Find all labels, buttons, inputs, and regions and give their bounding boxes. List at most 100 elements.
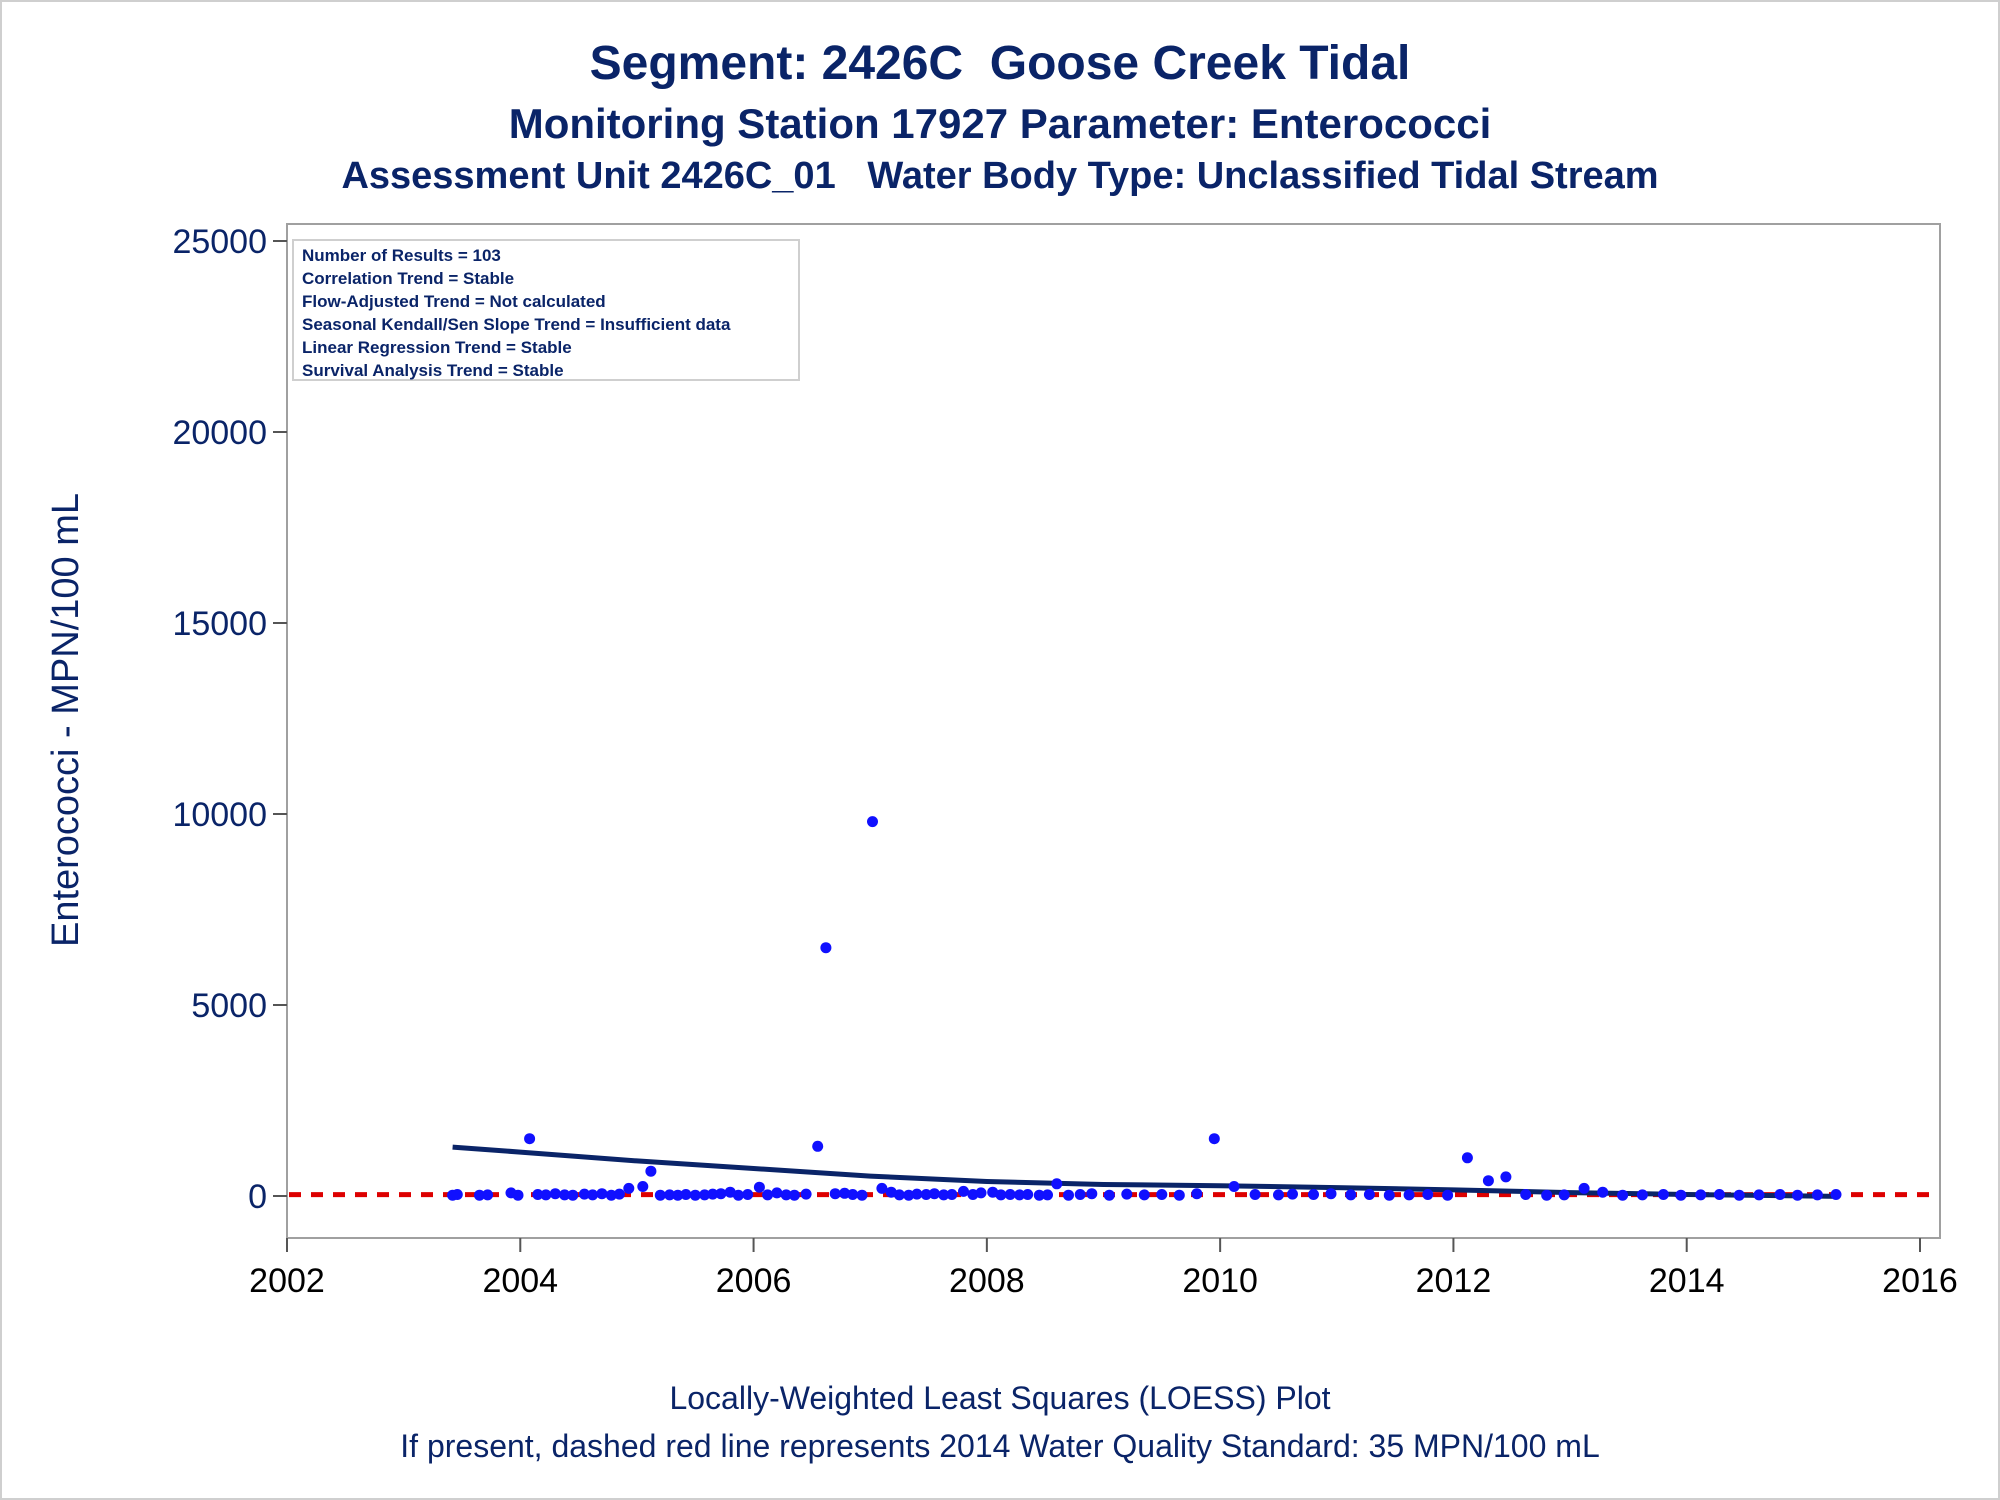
stats-line-correlation: Correlation Trend = Stable: [302, 269, 515, 288]
data-point: [1022, 1189, 1034, 1200]
data-point: [1461, 1152, 1473, 1164]
data-point: [623, 1182, 635, 1194]
x-tick-label: 2016: [1882, 1262, 1958, 1300]
footnote-standard: If present, dashed red line represents 2…: [400, 1428, 1600, 1464]
data-point: [540, 1189, 552, 1201]
data-point: [788, 1189, 800, 1201]
data-point: [1004, 1189, 1016, 1200]
trend-summary-box: Number of Results = 103 Correlation Tren…: [292, 239, 800, 381]
data-point: [1086, 1188, 1098, 1200]
data-point: [920, 1189, 932, 1200]
data-point: [1774, 1189, 1786, 1200]
data-point: [1325, 1188, 1337, 1200]
y-tick-label: 5000: [191, 987, 267, 1025]
data-point: [771, 1187, 783, 1199]
data-point: [928, 1188, 940, 1200]
data-point: [1103, 1189, 1115, 1201]
data-point: [1249, 1189, 1261, 1200]
data-point: [1403, 1189, 1415, 1201]
data-point: [680, 1189, 692, 1200]
data-point: [1051, 1178, 1063, 1190]
y-axis-label: Enterococci - MPN/100 mL: [45, 493, 87, 947]
data-point: [699, 1189, 711, 1201]
data-point: [605, 1189, 617, 1201]
data-point: [829, 1188, 841, 1200]
data-point: [567, 1189, 579, 1201]
data-point: [1287, 1188, 1298, 1200]
data-point: [1830, 1189, 1842, 1200]
data-point: [1713, 1189, 1725, 1200]
data-point: [893, 1189, 905, 1201]
stats-line-seasonal-kendall: Seasonal Kendall/Sen Slope Trend = Insuf…: [302, 315, 731, 334]
y-tick-label: 15000: [172, 605, 267, 643]
x-tick-label: 2012: [1416, 1262, 1492, 1300]
data-point: [587, 1189, 599, 1201]
data-point: [1383, 1189, 1395, 1201]
data-point: [867, 816, 878, 828]
data-point: [732, 1189, 744, 1201]
data-point: [1014, 1189, 1025, 1201]
y-tick-label: 0: [248, 1178, 267, 1216]
data-point: [559, 1189, 571, 1201]
data-point: [689, 1189, 701, 1201]
x-tick-label: 2006: [716, 1262, 792, 1300]
data-point: [1792, 1189, 1803, 1201]
data-point: [1597, 1186, 1609, 1198]
data-point: [1042, 1189, 1053, 1201]
data-point: [596, 1188, 608, 1200]
stats-line-linear-regression: Linear Regression Trend = Stable: [302, 338, 572, 357]
data-point: [1208, 1133, 1220, 1145]
data-point: [654, 1189, 666, 1201]
data-point: [1482, 1175, 1494, 1187]
data-point: [637, 1181, 649, 1192]
data-point: [762, 1189, 774, 1201]
data-point: [1074, 1189, 1086, 1200]
data-point: [911, 1188, 923, 1200]
plot-area: [286, 223, 1941, 1239]
y-tick-label: 25000: [172, 223, 267, 261]
data-point: [1578, 1182, 1590, 1194]
data-point: [800, 1188, 812, 1200]
data-point: [1121, 1188, 1133, 1200]
x-tick-label: 2002: [249, 1262, 325, 1300]
data-point: [1541, 1189, 1553, 1201]
data-point: [524, 1133, 536, 1145]
data-point: [753, 1181, 765, 1193]
chart-title: Segment: 2426C Goose Creek Tidal: [589, 37, 1411, 90]
x-tick-label: 2010: [1182, 1262, 1258, 1300]
data-point: [482, 1189, 494, 1201]
data-point: [1617, 1189, 1629, 1201]
data-point: [876, 1182, 888, 1194]
data-point: [903, 1189, 915, 1201]
data-point: [1033, 1189, 1045, 1201]
data-point: [1422, 1189, 1434, 1200]
loess-line: [452, 1144, 1839, 1199]
chart-subtitle: Monitoring Station 17927 Parameter: Ente…: [508, 100, 1492, 147]
data-point: [1811, 1189, 1823, 1201]
x-tick-label: 2004: [482, 1262, 558, 1300]
data-point: [707, 1188, 719, 1200]
data-point: [975, 1187, 987, 1199]
data-point: [549, 1188, 561, 1200]
data-point: [672, 1189, 684, 1201]
data-point: [1695, 1189, 1707, 1201]
data-point: [451, 1189, 463, 1200]
data-point: [1520, 1189, 1532, 1200]
chart-subtitle-secondary: Assessment Unit 2426C_01 Water Body Type…: [341, 155, 1659, 197]
data-point: [1063, 1189, 1074, 1201]
data-point: [715, 1188, 727, 1200]
stats-line-survival: Survival Analysis Trend = Stable: [302, 361, 564, 380]
data-point: [1308, 1189, 1319, 1200]
data-point: [578, 1188, 590, 1200]
data-point: [839, 1187, 851, 1199]
data-point: [1753, 1189, 1765, 1201]
data-point: [1228, 1181, 1240, 1192]
data-point: [1363, 1189, 1375, 1200]
data-point: [938, 1189, 950, 1201]
data-point: [1675, 1189, 1687, 1201]
data-point: [1345, 1189, 1357, 1201]
data-point: [995, 1189, 1007, 1201]
data-point: [812, 1140, 824, 1152]
data-point: [645, 1165, 657, 1177]
